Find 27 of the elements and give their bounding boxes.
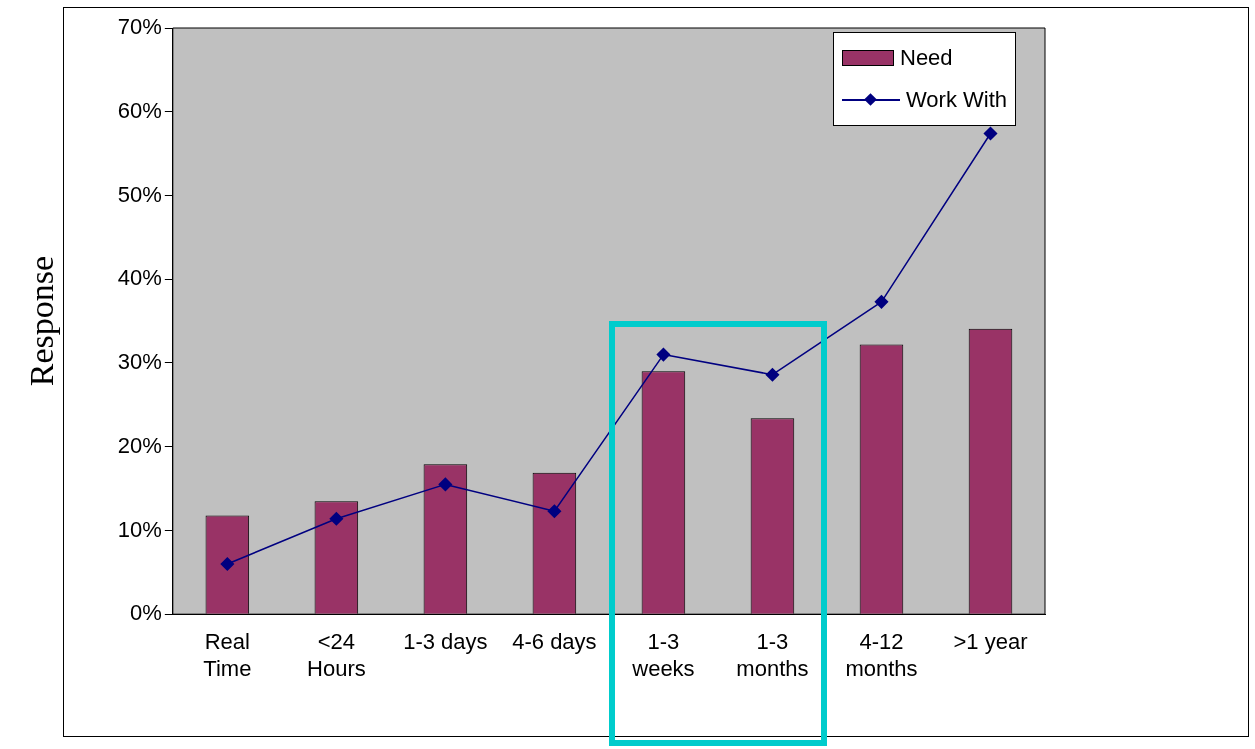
point — [547, 504, 562, 518]
point — [765, 367, 780, 382]
y-tick-label: 50% — [117, 181, 162, 207]
x-tick-label: <24 Hours — [307, 629, 366, 681]
y-tick-label: 20% — [117, 432, 162, 458]
point — [874, 295, 889, 309]
x-tick-label: 4-6 days — [512, 629, 597, 655]
y-tick-label: 30% — [117, 349, 162, 375]
point — [220, 557, 235, 571]
x-tick-label: 1-3 weeks — [631, 629, 695, 681]
point — [983, 126, 998, 141]
y-tick-label: 60% — [117, 97, 162, 123]
x-tick-label: 1-3 months — [736, 629, 809, 681]
x-tick-label: Real Time — [203, 629, 252, 681]
y-tick-label: 70% — [117, 14, 162, 40]
legend-label: Work With — [906, 87, 1008, 113]
y-axis-title: Response — [23, 255, 61, 387]
y-tick-label: 10% — [117, 516, 162, 542]
x-tick-label: 4-12 months — [845, 629, 918, 681]
x-tick-label: 1-3 days — [403, 629, 488, 655]
point — [438, 477, 453, 492]
point — [329, 511, 344, 526]
y-tick-label: 0% — [130, 600, 162, 626]
point — [656, 347, 671, 362]
x-tick-label: >1 year — [953, 629, 1028, 655]
y-tick-label: 40% — [117, 265, 162, 291]
legend-label: Need — [900, 45, 953, 71]
